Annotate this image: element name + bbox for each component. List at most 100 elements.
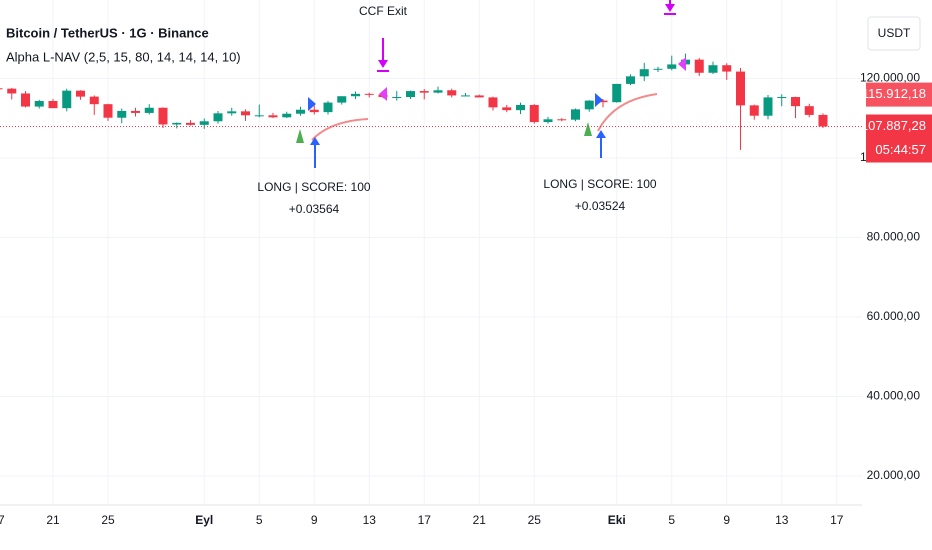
candle-body (323, 102, 333, 113)
exit-arrow (377, 38, 389, 72)
candle-body (103, 104, 113, 118)
signal-triangle (595, 93, 603, 107)
y-tick-label: 20.000,00 (867, 468, 921, 482)
candle-body (777, 97, 787, 99)
x-tick-label: 9 (311, 513, 318, 527)
candle-body (694, 59, 704, 73)
y-tick-label: 80.000,00 (867, 230, 921, 244)
annotation: +0.03564 (289, 202, 340, 216)
price-label: 107.887,28 (861, 118, 926, 133)
candle-body (89, 96, 99, 105)
candle-body (529, 104, 539, 123)
candle-body (392, 97, 402, 99)
x-tick-label: 13 (775, 513, 789, 527)
x-tick-label: 25 (101, 513, 115, 527)
x-tick-label: 17 (0, 513, 5, 527)
candle-body (144, 107, 154, 113)
indicator-curve (597, 93, 658, 132)
grid (0, 0, 862, 505)
candle-body (241, 111, 250, 116)
price-label: 115.912,18 (862, 86, 926, 101)
candle-body (282, 113, 292, 118)
y-tick-label: 40.000,00 (867, 389, 921, 403)
candle-body (268, 115, 278, 118)
candle-body (406, 91, 415, 98)
candle-body (763, 97, 773, 116)
price-label-box (866, 114, 932, 139)
signal-triangle (296, 129, 304, 143)
candle-body (516, 104, 525, 111)
x-tick-label: 13 (363, 513, 377, 527)
candle-body (736, 71, 745, 106)
candle-body (158, 107, 168, 125)
x-tick-label: 21 (46, 513, 60, 527)
candle-body (708, 65, 718, 73)
candle-body (626, 76, 635, 84)
candle-body (172, 122, 182, 125)
x-tick-label: 5 (256, 513, 263, 527)
candle-body (474, 95, 484, 98)
candle-body (48, 101, 58, 109)
candle-body (419, 91, 429, 93)
y-tick-label: 60.000,00 (867, 309, 921, 323)
candle-body (557, 119, 567, 121)
y-tick-label: 120.000,00 (860, 71, 920, 85)
candle-body (749, 105, 759, 116)
x-tick-label: 25 (528, 513, 542, 527)
candle-body (227, 111, 237, 114)
currency[interactable]: USDT (878, 26, 911, 40)
candle-body (296, 109, 305, 114)
exit-arrow (664, 0, 676, 15)
candle-body (213, 113, 223, 122)
candle-body (7, 88, 17, 94)
candle-body (447, 90, 457, 96)
candle-body (186, 122, 195, 125)
candle-body (337, 96, 347, 103)
indicator-curve (311, 118, 369, 141)
candle-body (598, 100, 608, 103)
candle-body (34, 101, 44, 107)
candle-body (804, 106, 814, 115)
countdown: 05:44:57 (875, 142, 926, 157)
annotation: +0.03524 (575, 199, 626, 213)
x-tick-label: Eyl (195, 513, 213, 527)
x-tick-label: 9 (723, 513, 730, 527)
signal-triangle (308, 97, 316, 111)
x-tick-label: Eki (608, 513, 626, 527)
candles (0, 53, 828, 150)
candle-body (612, 83, 622, 103)
candle-body (62, 90, 72, 109)
candle-body (818, 114, 828, 127)
candle-body (76, 90, 85, 97)
candle-body (21, 93, 30, 107)
candle-body (639, 69, 649, 77)
signal-triangle (584, 122, 592, 136)
x-tick-label: 17 (418, 513, 432, 527)
x-tick-label: 17 (830, 513, 844, 527)
indicator-title: Alpha L-NAV (2,5, 15, 80, 14, 14, 14, 10… (6, 49, 241, 64)
annotation: LONG | SCORE: 100 (543, 177, 656, 191)
candle-body (433, 90, 443, 93)
candle-body (364, 93, 374, 95)
candle-body (584, 100, 594, 110)
candle-body (653, 68, 663, 70)
long-arrow (310, 137, 320, 168)
x-tick-label: 21 (473, 513, 487, 527)
candle-body (199, 121, 209, 125)
long-arrow (596, 130, 606, 158)
indicator-drawings (296, 0, 686, 168)
x-tick-label: 5 (668, 513, 675, 527)
candle-body (543, 119, 553, 123)
annotation: CCF Exit (359, 4, 408, 18)
currency-button[interactable] (867, 16, 921, 51)
countdown-box (866, 138, 932, 163)
candle-body (722, 65, 732, 72)
candle-body (0, 88, 3, 90)
candle-body (488, 97, 498, 108)
candle-body (571, 109, 580, 120)
price-label-box (866, 82, 932, 107)
candle-body (461, 95, 470, 97)
